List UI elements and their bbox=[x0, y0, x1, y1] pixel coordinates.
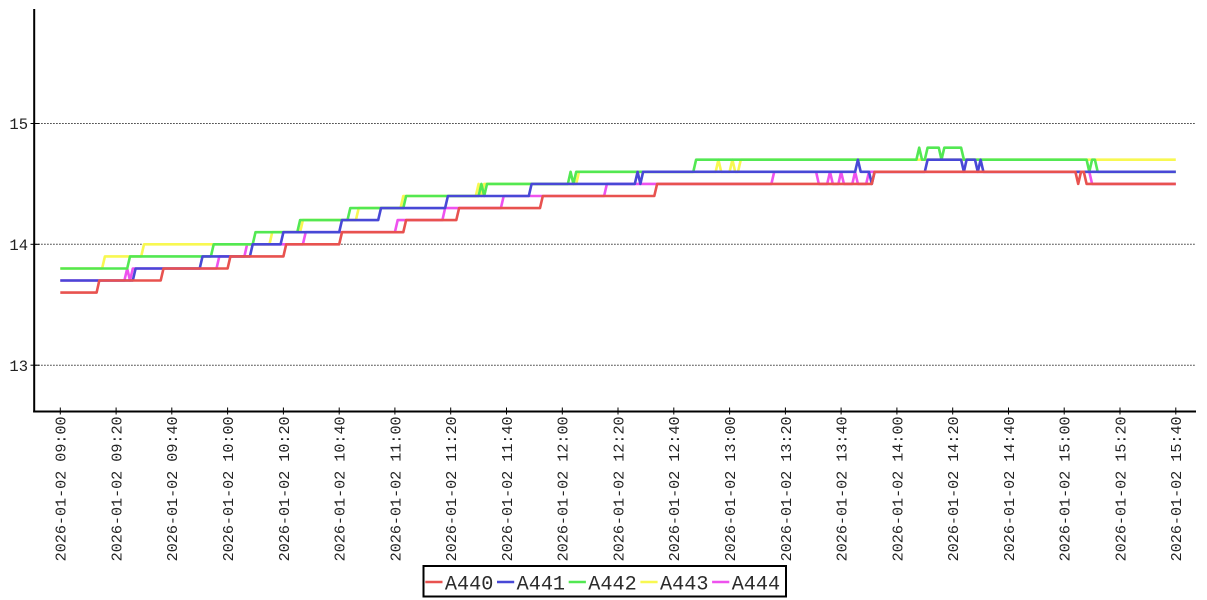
svg-text:A440: A440 bbox=[445, 574, 493, 597]
svg-text:2026-01-02 14:20: 2026-01-02 14:20 bbox=[945, 416, 963, 561]
svg-text:A442: A442 bbox=[588, 574, 636, 597]
svg-text:2026-01-02 15:20: 2026-01-02 15:20 bbox=[1112, 416, 1130, 561]
svg-text:2026-01-02 10:00: 2026-01-02 10:00 bbox=[220, 416, 238, 561]
svg-text:2026-01-02 10:20: 2026-01-02 10:20 bbox=[276, 416, 294, 561]
svg-text:A443: A443 bbox=[660, 574, 708, 597]
svg-text:2026-01-02 09:00: 2026-01-02 09:00 bbox=[53, 416, 71, 561]
svg-text:2026-01-02 15:40: 2026-01-02 15:40 bbox=[1168, 416, 1186, 561]
svg-text:2026-01-02 11:00: 2026-01-02 11:00 bbox=[387, 416, 405, 561]
svg-text:13: 13 bbox=[9, 358, 28, 376]
svg-text:2026-01-02 14:00: 2026-01-02 14:00 bbox=[889, 416, 907, 561]
svg-text:2026-01-02 10:40: 2026-01-02 10:40 bbox=[332, 416, 350, 561]
svg-text:2026-01-02 12:40: 2026-01-02 12:40 bbox=[666, 416, 684, 561]
svg-text:A444: A444 bbox=[732, 574, 780, 597]
svg-text:2026-01-02 13:40: 2026-01-02 13:40 bbox=[834, 416, 852, 561]
svg-text:2026-01-02 11:20: 2026-01-02 11:20 bbox=[443, 416, 461, 561]
svg-text:2026-01-02 12:20: 2026-01-02 12:20 bbox=[610, 416, 628, 561]
svg-text:2026-01-02 13:20: 2026-01-02 13:20 bbox=[778, 416, 796, 561]
svg-text:2026-01-02 13:00: 2026-01-02 13:00 bbox=[722, 416, 740, 561]
svg-text:2026-01-02 09:40: 2026-01-02 09:40 bbox=[164, 416, 182, 561]
svg-text:A441: A441 bbox=[517, 574, 565, 597]
svg-text:2026-01-02 14:40: 2026-01-02 14:40 bbox=[1001, 416, 1019, 561]
svg-text:2026-01-02 12:00: 2026-01-02 12:00 bbox=[555, 416, 573, 561]
svg-text:14: 14 bbox=[9, 237, 28, 255]
svg-text:2026-01-02 09:20: 2026-01-02 09:20 bbox=[109, 416, 127, 561]
svg-text:2026-01-02 11:40: 2026-01-02 11:40 bbox=[499, 416, 517, 561]
svg-text:15: 15 bbox=[9, 116, 28, 134]
svg-text:2026-01-02 15:00: 2026-01-02 15:00 bbox=[1057, 416, 1075, 561]
